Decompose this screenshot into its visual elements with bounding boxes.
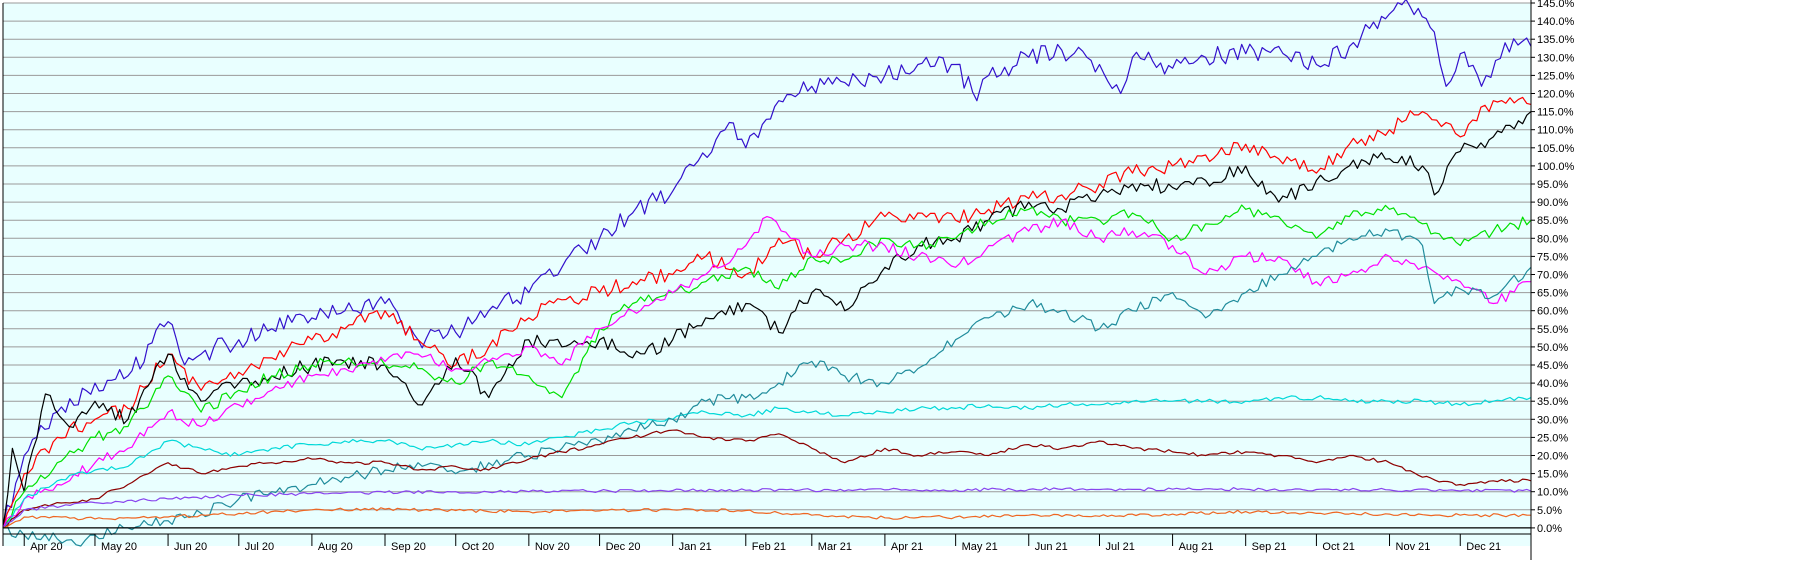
y-tick-label: 140.0% [1537,16,1575,28]
y-tick-label: 90.0% [1537,197,1568,209]
y-tick-label: 135.0% [1537,34,1575,46]
y-tick-label: 25.0% [1537,432,1568,444]
y-tick-label: 0.0% [1537,523,1562,535]
y-tick-label: 125.0% [1537,70,1575,82]
y-tick-label: 95.0% [1537,179,1568,191]
x-tick-label: Jul 21 [1105,541,1134,553]
series-line [2,228,1532,547]
series-line [2,216,1532,529]
axis-layer: 0.0% 5.0% 10.0% 15.0% 20.0% 25.0% 30.0% 35.0% 40… [2,0,1575,560]
y-tick-label: 35.0% [1537,396,1568,408]
y-tick-label: 80.0% [1537,233,1568,245]
x-tick-label: Aug 21 [1179,541,1214,553]
y-tick-label: 50.0% [1537,342,1568,354]
y-tick-label: 5.0% [1537,505,1562,517]
y-tick-label: 100.0% [1537,161,1575,173]
y-tick-label: 75.0% [1537,251,1568,263]
y-tick-label: 45.0% [1537,360,1568,372]
series-line [2,0,1532,529]
y-tick-label: 130.0% [1537,52,1575,64]
y-tick-label: 20.0% [1537,451,1568,463]
x-tick-label: Jun 20 [174,541,207,553]
x-tick-label: Nov 20 [535,541,570,553]
y-tick-label: 70.0% [1537,270,1568,282]
x-tick-label: Nov 21 [1396,541,1431,553]
x-tick-label: Jul 20 [245,541,274,553]
x-tick-label: Aug 20 [318,541,353,553]
y-tick-label: 30.0% [1537,414,1568,426]
x-tick-label: May 21 [962,541,998,553]
y-tick-label: 65.0% [1537,288,1568,300]
y-tick-label: 110.0% [1537,125,1574,137]
y-tick-label: 10.0% [1537,487,1568,499]
x-tick-label: Sep 20 [391,541,426,553]
x-tick-label: Feb 21 [752,541,786,553]
series-line [2,487,1532,529]
x-tick-label: Dec 21 [1466,541,1501,553]
grid-layer [3,2,1531,546]
y-tick-label: 60.0% [1537,306,1568,318]
series-line [2,429,1532,529]
x-tick-label: Mar 21 [818,541,852,553]
x-tick-label: Oct 21 [1322,541,1354,553]
x-tick-label: Dec 20 [606,541,641,553]
x-tick-label: Apr 20 [30,541,62,553]
series-layer [2,0,1532,547]
y-tick-label: 40.0% [1537,378,1568,390]
series-line [2,395,1532,529]
x-tick-label: Oct 20 [462,541,494,553]
x-tick-label: Sep 21 [1252,541,1287,553]
x-tick-label: May 20 [101,541,137,553]
series-line [2,507,1532,529]
x-tick-label: Jan 21 [679,541,712,553]
series-line [2,204,1532,529]
series-line [2,96,1532,529]
y-tick-label: 120.0% [1537,89,1575,101]
y-tick-label: 105.0% [1537,143,1575,155]
y-tick-label: 85.0% [1537,215,1568,227]
x-tick-label: Apr 21 [891,541,923,553]
x-tick-label: Jun 21 [1035,541,1068,553]
y-tick-label: 15.0% [1537,469,1568,481]
y-tick-label: 55.0% [1537,324,1568,336]
y-tick-label: 115.0% [1537,107,1574,119]
y-tick-label: 145.0% [1537,0,1575,10]
